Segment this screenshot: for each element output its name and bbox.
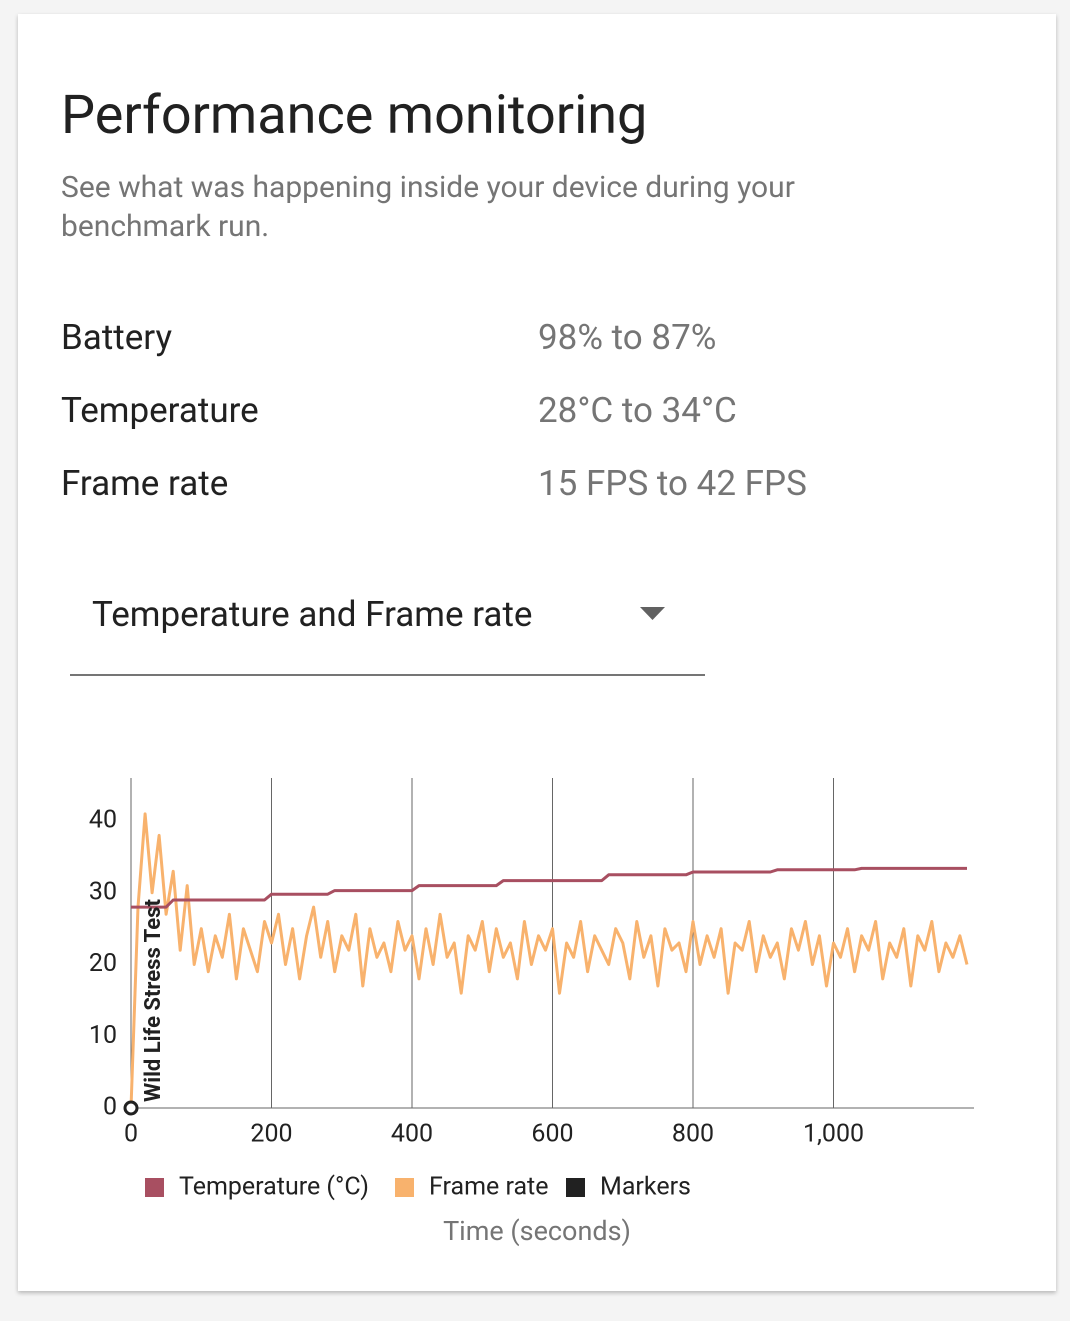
subtitle: See what was happening inside your devic…	[61, 170, 795, 244]
stat-label: Battery	[61, 317, 173, 358]
marker	[123, 1100, 139, 1116]
series-line	[129, 812, 969, 1109]
y-tick-label: 40	[89, 806, 117, 835]
stat-value: 28°C to 34°C	[538, 390, 737, 431]
card	[18, 14, 1056, 1291]
x-axis-title: Time (seconds)	[443, 1215, 631, 1247]
y-tick-label: 10	[89, 1021, 117, 1050]
x-tick-label: 800	[672, 1120, 714, 1149]
legend-swatch	[566, 1178, 585, 1197]
x-tick-label: 600	[531, 1120, 573, 1149]
dropdown-text[interactable]: Temperature and Frame rate	[92, 594, 533, 635]
y-tick-label: 30	[89, 877, 117, 906]
marker-label: Wild Life Stress Test	[141, 899, 166, 1102]
x-tick-label: 200	[250, 1120, 292, 1149]
y-tick-label: 20	[89, 949, 117, 978]
legend-label: Markers	[600, 1173, 691, 1202]
x-tick-label: 0	[124, 1120, 138, 1149]
legend-label: Frame rate	[429, 1173, 548, 1202]
y-tick-label: 0	[103, 1093, 117, 1122]
legend-label: Temperature (°C)	[179, 1173, 369, 1202]
stat-label: Temperature	[61, 390, 259, 431]
stat-value: 98% to 87%	[538, 317, 717, 358]
series-line	[131, 866, 967, 909]
dropdown-arrow[interactable]	[640, 607, 665, 620]
legend-swatch	[145, 1178, 164, 1197]
stat-value: 15 FPS to 42 FPS	[538, 463, 807, 504]
title: Performance monitoring	[61, 84, 648, 147]
stat-label: Frame rate	[61, 463, 229, 504]
x-tick-label: 1,000	[803, 1120, 864, 1149]
x-tick-label: 400	[391, 1120, 433, 1149]
legend-swatch	[395, 1178, 414, 1197]
